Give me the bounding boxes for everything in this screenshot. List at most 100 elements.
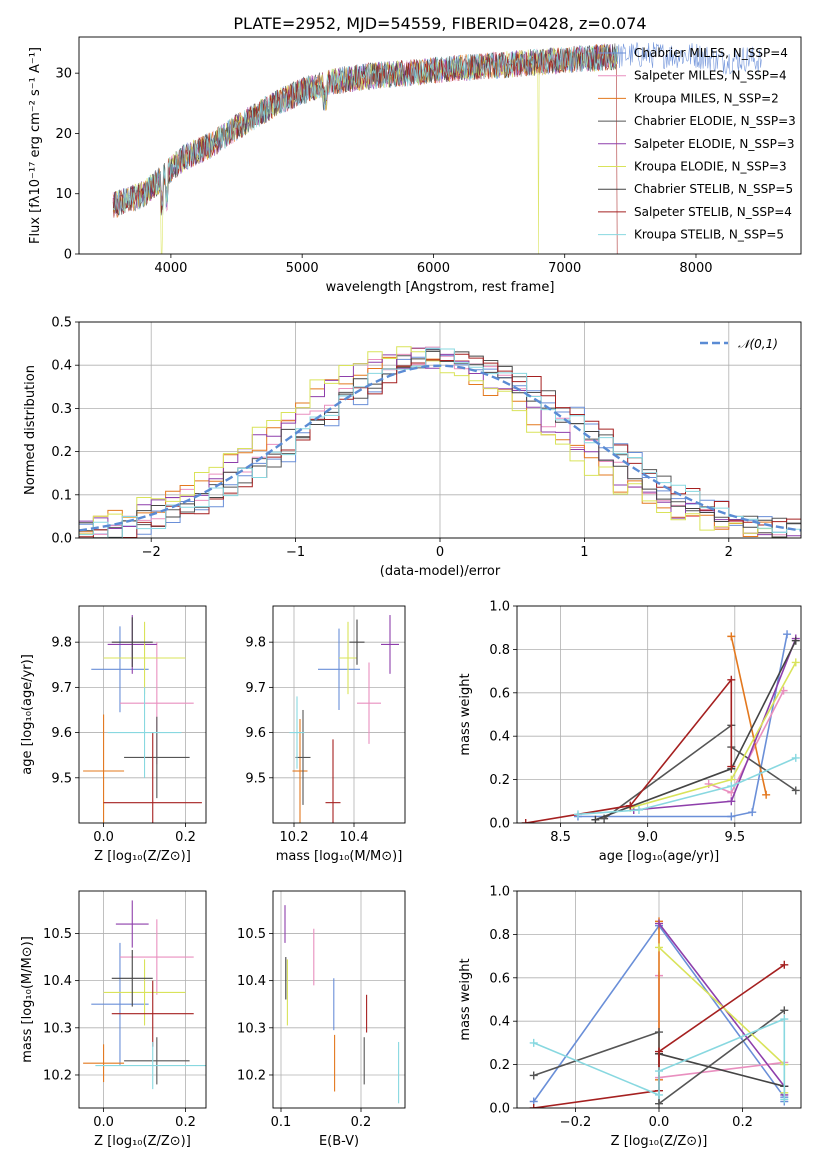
plot-area-mass_vs_Z xyxy=(83,900,206,1090)
normal-reference-curve xyxy=(79,364,801,532)
spectrum-line-5 xyxy=(112,44,618,254)
x-tick-label: 0.0 xyxy=(649,1115,670,1130)
y-tick-label: 10.5 xyxy=(43,927,72,942)
weight-marker xyxy=(780,1006,789,1015)
axes-frame xyxy=(78,321,802,539)
legend-entry: Salpeter ELODIE, N_SSP=3 xyxy=(634,137,795,151)
y-tick-label: 0.4 xyxy=(489,1015,510,1030)
x-tick-label: 6000 xyxy=(417,261,450,276)
x-tick-label: 9.5 xyxy=(724,830,745,845)
errorbar-point-3 xyxy=(124,716,190,799)
y-tick-label: 9.6 xyxy=(51,726,72,741)
errorbar-point-6 xyxy=(349,619,365,665)
y-tick-label: 0.0 xyxy=(51,532,72,547)
weight-marker xyxy=(573,810,582,819)
x-axis-label: Z [log₁₀(Z/Z⊙)] xyxy=(94,849,191,864)
y-tick-label: 0.8 xyxy=(489,928,510,943)
errorbar-point-8 xyxy=(289,696,305,769)
y-tick-label: 9.8 xyxy=(51,636,72,651)
axes-age_vs_Z: 0.0 0.2 9.5 9.6 9.7 9.8 Z [log₁₀(Z/Z⊙)] age [lo… xyxy=(20,605,207,864)
y-tick-label: 0.4 xyxy=(489,730,510,745)
weight-marker xyxy=(634,805,643,814)
y-tick-label: 0.2 xyxy=(489,773,510,788)
y-tick-label: 0.2 xyxy=(51,445,72,460)
x-tick-label: 0.2 xyxy=(175,1115,196,1130)
axes-frame xyxy=(272,890,406,1109)
plot-area-residuals xyxy=(79,346,801,538)
weight-marker xyxy=(655,1099,663,1108)
spectrum-line-8 xyxy=(112,45,618,216)
y-axis-label: Normed distribution xyxy=(23,365,38,495)
plot-area-spectrum xyxy=(112,42,762,254)
x-tick-label: 2 xyxy=(725,545,733,560)
y-tick-label: 9.6 xyxy=(245,726,266,741)
axes-frame xyxy=(516,605,802,824)
errorbar-point-8 xyxy=(95,1041,206,1090)
weight-marker xyxy=(591,815,600,823)
errorbar-point-4 xyxy=(381,615,399,674)
axes-mass_vs_ebv: 0.1 0.2 10.2 10.3 10.4 10.5 E(B-V) xyxy=(237,890,406,1149)
errorbar-point-7 xyxy=(111,980,194,1047)
y-axis-label: Flux [fλ10⁻¹⁷ erg cm⁻² s⁻¹ A⁻¹] xyxy=(28,47,43,244)
y-tick-label: 9.5 xyxy=(245,771,266,786)
y-tick-label: 0.2 xyxy=(489,1058,510,1073)
y-tick-label: 0.1 xyxy=(51,488,72,503)
x-tick-label: 5000 xyxy=(286,261,319,276)
errorbar-point-6 xyxy=(111,617,153,668)
x-tick-label: 0.2 xyxy=(732,1115,753,1130)
y-tick-label: 1.0 xyxy=(489,600,510,615)
weight-marker xyxy=(626,801,635,810)
axes-frame xyxy=(78,605,207,824)
weight-marker xyxy=(748,808,757,817)
y-tick-label: 30 xyxy=(55,67,72,82)
weight-marker xyxy=(727,797,736,806)
x-axis-label: E(B-V) xyxy=(319,1134,359,1149)
y-tick-label: 0.3 xyxy=(51,402,72,417)
errorbar-point-3 xyxy=(295,709,311,805)
y-tick-label: 0.4 xyxy=(51,359,72,374)
errorbar-point-2 xyxy=(292,719,308,823)
y-tick-label: 20 xyxy=(55,127,72,142)
y-tick-label: 10.4 xyxy=(43,974,72,989)
plot-area-age_vs_Z xyxy=(83,615,202,823)
legend-entry: 𝒩(0,1) xyxy=(738,337,778,351)
weight-marker xyxy=(655,919,663,928)
y-tick-label: 10 xyxy=(55,187,72,202)
errorbar-point-8 xyxy=(107,687,182,778)
histogram-6 xyxy=(79,350,801,538)
y-tick-label: 10.2 xyxy=(43,1068,72,1083)
figure-title: PLATE=2952, MJD=54559, FIBERID=0428, z=0… xyxy=(233,14,646,33)
axes-mass_vs_Z: 0.0 0.2 10.2 10.3 10.4 10.5 Z [log₁₀(Z/Z⊙)] mas… xyxy=(20,890,207,1149)
y-tick-label: 9.8 xyxy=(245,636,266,651)
y-tick-label: 10.3 xyxy=(237,1021,266,1036)
weight-marker xyxy=(791,753,800,762)
y-tick-label: 0.5 xyxy=(51,316,72,331)
x-axis-label: age [log₁₀(age/yr)] xyxy=(599,849,720,864)
x-axis-label: mass [log₁₀(M/M⊙)] xyxy=(276,849,403,864)
legend-entry: Chabrier MILES, N_SSP=4 xyxy=(634,46,788,60)
axes-frame xyxy=(272,605,406,824)
x-tick-label: 0.2 xyxy=(351,1115,372,1130)
y-tick-label: 0.0 xyxy=(489,817,510,832)
x-tick-label: 9.0 xyxy=(637,830,658,845)
y-tick-label: 0 xyxy=(64,248,72,263)
x-tick-label: 0.1 xyxy=(271,1115,292,1130)
y-tick-label: 0.6 xyxy=(489,686,510,701)
y-tick-label: 9.7 xyxy=(245,681,266,696)
weight-marker xyxy=(727,762,736,771)
legend-entry: Chabrier ELODIE, N_SSP=3 xyxy=(634,114,796,128)
plot-area-weight_vs_age xyxy=(521,630,800,823)
weight-marker xyxy=(521,819,530,823)
x-tick-label: −2 xyxy=(142,545,161,560)
errorbar-point-4 xyxy=(115,900,149,948)
weight-marker xyxy=(529,1038,538,1047)
errorbar-point-0 xyxy=(91,626,149,713)
y-axis-label: mass weight xyxy=(458,673,473,755)
y-axis-label: mass [log₁₀(M/M⊙)] xyxy=(20,936,35,1063)
x-tick-label: 8000 xyxy=(679,261,712,276)
plot-area-weight_vs_Z xyxy=(529,917,789,1108)
weight-marker xyxy=(655,1028,663,1037)
y-axis-label: age [log₁₀(age/yr)] xyxy=(20,654,35,775)
weight-line-0 xyxy=(578,634,788,818)
x-tick-label: 0.2 xyxy=(175,830,196,845)
